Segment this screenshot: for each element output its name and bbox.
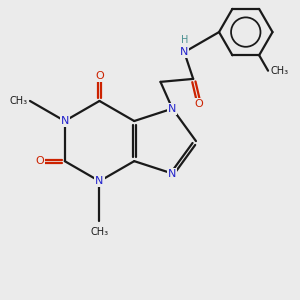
Text: N: N [168,169,177,178]
Text: N: N [168,103,177,114]
Text: O: O [95,71,104,81]
Text: O: O [195,99,203,109]
Text: N: N [61,116,69,126]
Text: CH₃: CH₃ [271,66,289,76]
Text: N: N [180,47,188,57]
Text: N: N [95,176,104,186]
Text: CH₃: CH₃ [90,227,109,237]
Text: O: O [35,156,44,166]
Text: CH₃: CH₃ [9,96,27,106]
Text: H: H [181,35,188,45]
